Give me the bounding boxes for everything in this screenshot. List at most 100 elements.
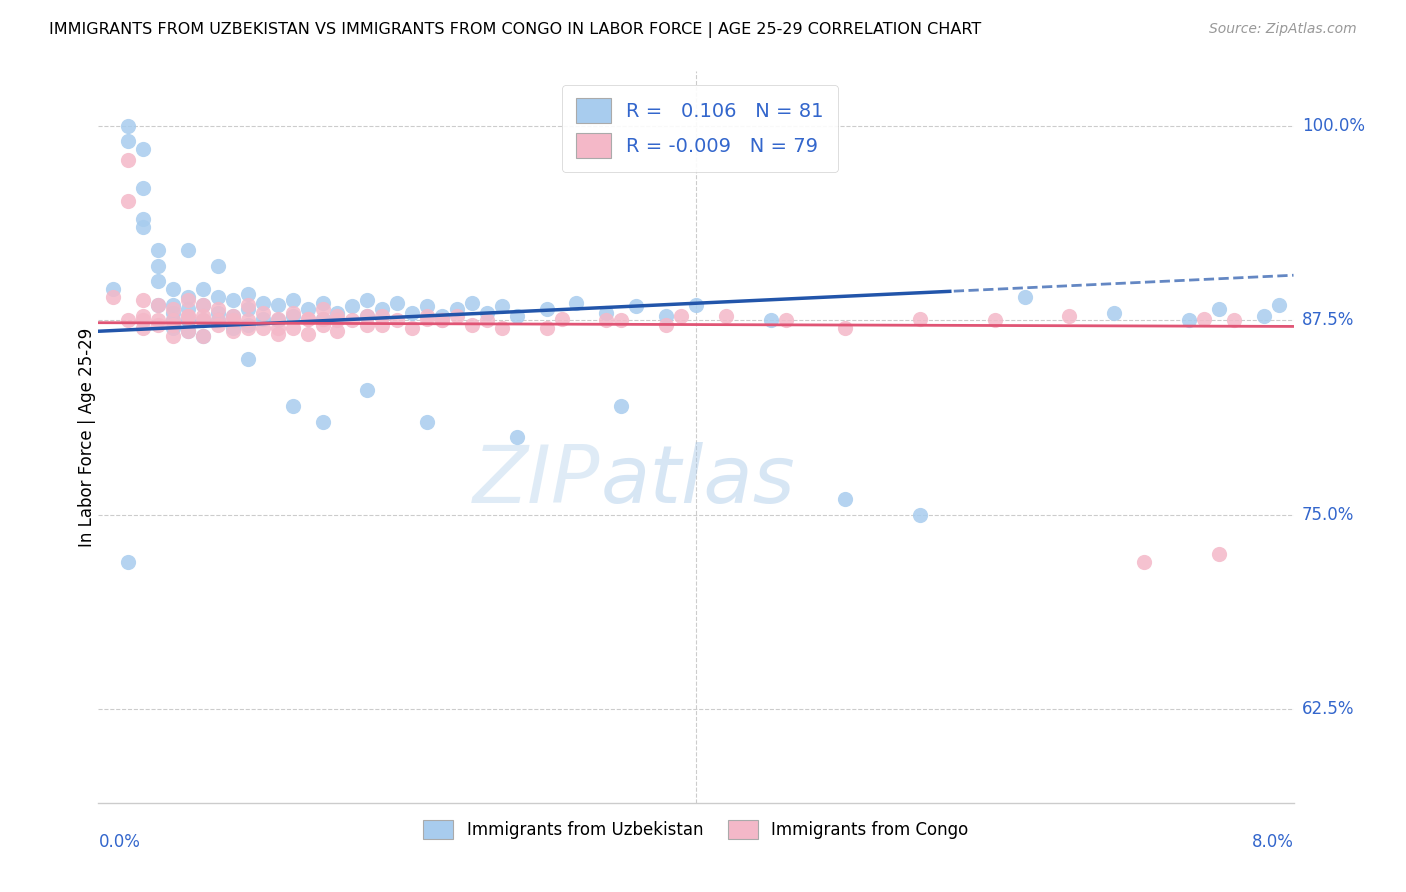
- Point: [714, 309, 737, 323]
- Point: [655, 309, 678, 323]
- Point: [356, 384, 378, 398]
- Point: [430, 313, 453, 327]
- Point: [610, 313, 633, 327]
- Point: [834, 492, 856, 507]
- Point: [177, 290, 200, 304]
- Point: [191, 329, 214, 343]
- Point: [117, 119, 139, 133]
- Point: [132, 181, 155, 195]
- Point: [326, 324, 349, 338]
- Point: [207, 259, 229, 273]
- Point: [222, 293, 245, 307]
- Point: [626, 299, 648, 313]
- Point: [148, 244, 170, 258]
- Point: [267, 321, 290, 335]
- Point: [117, 313, 139, 327]
- Point: [775, 313, 797, 327]
- Point: [685, 298, 707, 312]
- Point: [416, 311, 439, 326]
- Point: [297, 302, 319, 317]
- Point: [162, 318, 184, 332]
- Text: atlas: atlas: [600, 442, 796, 520]
- Point: [430, 313, 453, 327]
- Point: [148, 275, 170, 289]
- Point: [475, 305, 498, 319]
- Point: [162, 282, 184, 296]
- Point: [191, 298, 214, 312]
- Point: [1133, 555, 1156, 569]
- Point: [1178, 313, 1201, 327]
- Point: [385, 313, 409, 327]
- Point: [207, 313, 229, 327]
- Point: [1267, 298, 1289, 312]
- Point: [236, 298, 259, 312]
- Text: 75.0%: 75.0%: [1302, 506, 1354, 524]
- Point: [191, 313, 214, 327]
- Point: [416, 415, 439, 429]
- Point: [162, 305, 184, 319]
- Point: [1104, 305, 1126, 319]
- Point: [177, 302, 200, 317]
- Point: [281, 321, 304, 335]
- Point: [371, 318, 394, 332]
- Point: [222, 324, 245, 338]
- Point: [267, 327, 290, 342]
- Point: [191, 329, 214, 343]
- Point: [252, 305, 274, 319]
- Point: [281, 293, 304, 307]
- Point: [297, 327, 319, 342]
- Point: [191, 313, 214, 327]
- Point: [132, 142, 155, 156]
- Point: [595, 313, 617, 327]
- Point: [908, 508, 931, 522]
- Point: [162, 313, 184, 327]
- Point: [148, 313, 170, 327]
- Text: IMMIGRANTS FROM UZBEKISTAN VS IMMIGRANTS FROM CONGO IN LABOR FORCE | AGE 25-29 C: IMMIGRANTS FROM UZBEKISTAN VS IMMIGRANTS…: [49, 22, 981, 38]
- Point: [297, 311, 319, 326]
- Point: [311, 318, 333, 332]
- Point: [148, 318, 170, 332]
- Point: [446, 302, 468, 317]
- Point: [162, 302, 184, 317]
- Point: [356, 318, 378, 332]
- Point: [610, 399, 633, 413]
- Legend: Immigrants from Uzbekistan, Immigrants from Congo: Immigrants from Uzbekistan, Immigrants f…: [416, 814, 976, 846]
- Point: [207, 290, 229, 304]
- Point: [162, 329, 184, 343]
- Point: [311, 415, 333, 429]
- Point: [475, 313, 498, 327]
- Point: [281, 305, 304, 319]
- Point: [371, 302, 394, 317]
- Point: [1014, 290, 1036, 304]
- Point: [759, 313, 782, 327]
- Point: [491, 299, 513, 313]
- Point: [117, 135, 139, 149]
- Point: [281, 309, 304, 323]
- Point: [177, 309, 200, 323]
- Point: [311, 302, 333, 317]
- Point: [148, 259, 170, 273]
- Point: [311, 311, 333, 326]
- Point: [177, 244, 200, 258]
- Point: [326, 313, 349, 327]
- Point: [191, 298, 214, 312]
- Point: [222, 309, 245, 323]
- Point: [311, 311, 333, 326]
- Point: [565, 296, 588, 310]
- Point: [326, 309, 349, 323]
- Point: [252, 311, 274, 326]
- Point: [1253, 309, 1275, 323]
- Text: ZIP: ZIP: [472, 442, 600, 520]
- Text: 87.5%: 87.5%: [1302, 311, 1354, 329]
- Point: [252, 296, 274, 310]
- Point: [252, 321, 274, 335]
- Point: [148, 298, 170, 312]
- Point: [222, 321, 245, 335]
- Point: [162, 313, 184, 327]
- Point: [1192, 311, 1215, 326]
- Point: [536, 321, 558, 335]
- Point: [191, 282, 214, 296]
- Point: [132, 309, 155, 323]
- Point: [236, 313, 259, 327]
- Point: [311, 296, 333, 310]
